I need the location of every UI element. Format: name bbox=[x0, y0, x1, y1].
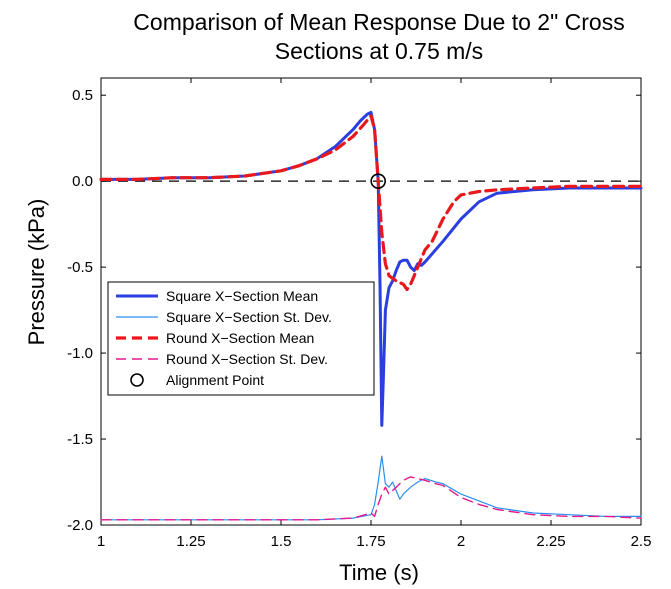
y-axis-label: Pressure (kPa) bbox=[24, 199, 49, 346]
legend-label: Square X−Section St. Dev. bbox=[166, 309, 332, 325]
x-tick-label: 2.25 bbox=[536, 533, 565, 550]
alignment-point-marker bbox=[370, 173, 387, 189]
chart-title-line-1: Comparison of Mean Response Due to 2" Cr… bbox=[133, 9, 624, 35]
chart-title-line-2: Sections at 0.75 m/s bbox=[275, 38, 483, 64]
x-tick-label: 1.75 bbox=[356, 533, 385, 550]
x-tick-label: 1 bbox=[97, 533, 105, 550]
series-layer bbox=[99, 110, 643, 521]
legend-label: Round X−Section St. Dev. bbox=[166, 351, 328, 367]
x-tick-label: 1.5 bbox=[271, 533, 292, 550]
y-tick-label: 0.5 bbox=[72, 87, 93, 104]
legend-label: Round X−Section Mean bbox=[166, 330, 314, 346]
legend: Square X−Section Mean Square X−Section St… bbox=[107, 281, 375, 396]
x-tick-label: 2 bbox=[457, 533, 465, 550]
y-tick-label: -2.0 bbox=[67, 517, 93, 534]
legend-swatch-circle bbox=[130, 373, 144, 387]
legend-label: Alignment Point bbox=[166, 372, 264, 388]
x-axis-label: Time (s) bbox=[339, 560, 419, 585]
y-tick-label: -0.5 bbox=[67, 259, 93, 276]
y-tick-label: -1.5 bbox=[67, 431, 93, 448]
legend-label: Square X−Section Mean bbox=[166, 288, 318, 304]
marker-layer bbox=[370, 173, 387, 189]
series-line-2 bbox=[99, 114, 643, 292]
y-tick-label: -1.0 bbox=[67, 345, 93, 362]
y-tick-label: 0.0 bbox=[72, 173, 93, 190]
x-tick-label: 2.5 bbox=[631, 533, 652, 550]
series-line-3 bbox=[100, 476, 642, 521]
x-tick-label: 1.25 bbox=[176, 533, 205, 550]
series-line-1 bbox=[100, 455, 642, 521]
axes: 1 1.25 1.5 1.75 2 2.25 2.5 0.5 0.0 -0.5 -1.0 -1.5 -2… bbox=[67, 77, 652, 550]
